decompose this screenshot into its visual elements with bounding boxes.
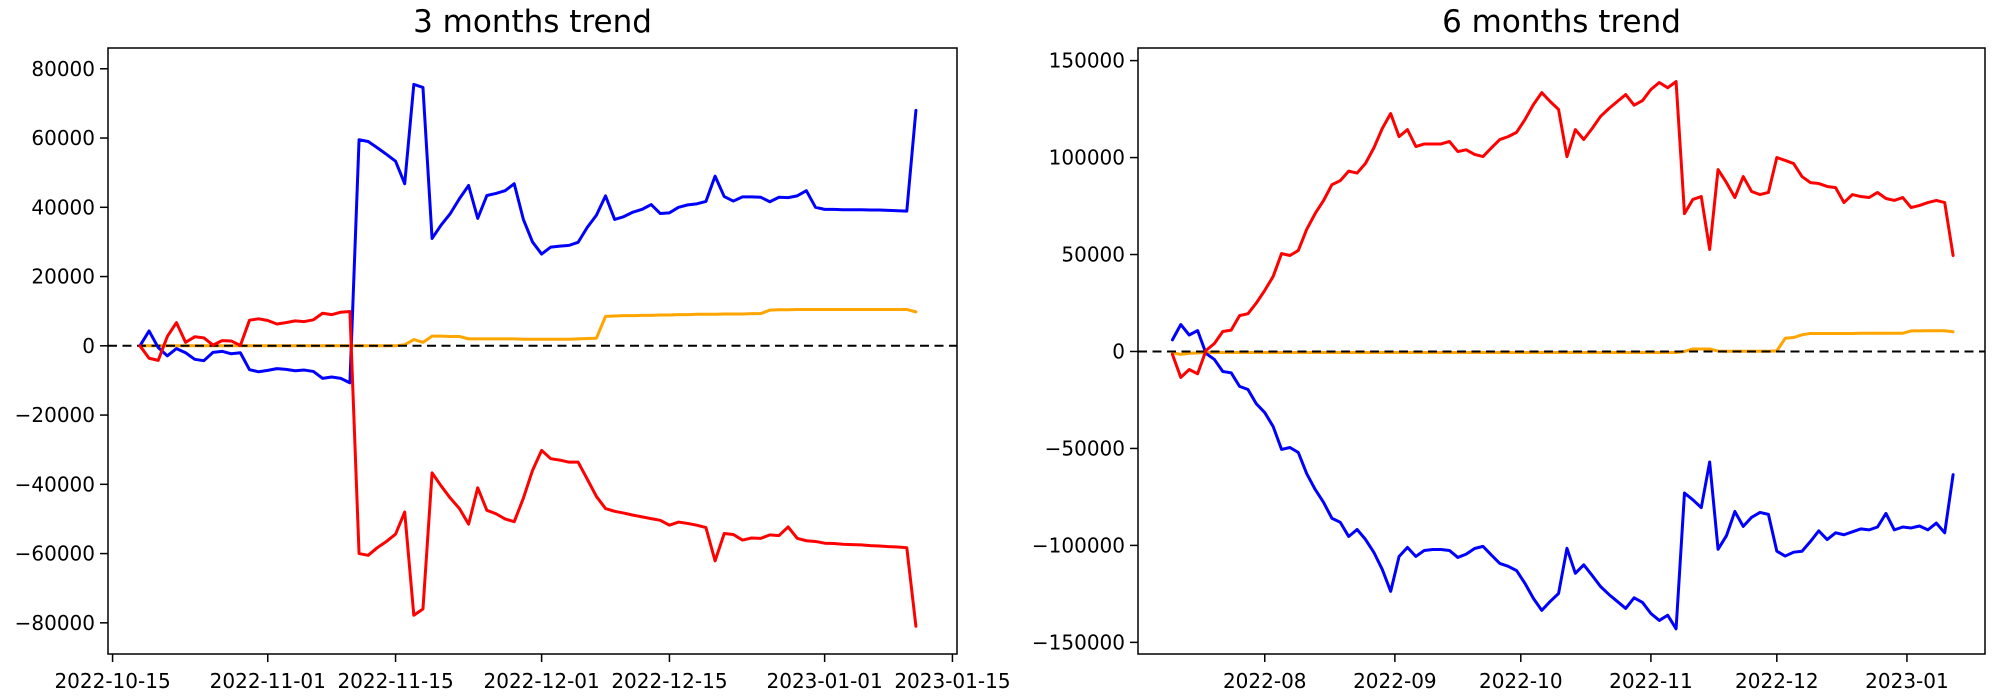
blue-series-line <box>138 82 918 385</box>
x-tick-label: 2022-10-15 <box>54 669 170 693</box>
chart-title-6-months: 6 months trend <box>1442 4 1681 40</box>
3-months-trend-chart: 2022-10-15 2022-11-01 2022-11-15 2022-12-01… <box>15 47 1011 693</box>
y-tick-label: −100000 <box>1032 533 1125 557</box>
x-tick-label: 2022-11 <box>1609 669 1693 693</box>
y-tick-label: −50000 <box>1045 436 1125 460</box>
y-tick-label: −20000 <box>15 403 95 427</box>
x-tick-label: 2022-12-15 <box>611 669 727 693</box>
red-series-line <box>1170 80 1955 379</box>
y-tick-label: −80000 <box>15 611 95 635</box>
x-tick-label: 2022-11-01 <box>210 669 326 693</box>
y-tick-label: 50000 <box>1061 243 1125 267</box>
y-tick-label: 60000 <box>31 126 95 150</box>
y-tick-label: −150000 <box>1032 630 1125 654</box>
y-tick-label: −40000 <box>15 472 95 496</box>
x-tick-label: 2022-12-01 <box>484 669 600 693</box>
red-series-line <box>138 310 918 628</box>
chart-title-3-months: 3 months trend <box>413 4 652 40</box>
x-tick-label: 2023-01-01 <box>767 669 883 693</box>
y-tick-label: 80000 <box>31 57 95 81</box>
y-tick-label: −60000 <box>15 542 95 566</box>
x-tick-label: 2023-01-15 <box>894 669 1010 693</box>
y-tick-label: 0 <box>1112 339 1125 363</box>
x-tick-label: 2022-08 <box>1223 669 1307 693</box>
6-months-trend-chart: 2022-08 2022-09 2022-10 2022-11 2022-12 2023-… <box>1032 47 1986 693</box>
orange-series-line <box>138 307 918 348</box>
x-tick-label: 2022-12 <box>1735 669 1819 693</box>
y-tick-label: 40000 <box>31 195 95 219</box>
x-tick-label: 2022-10 <box>1479 669 1563 693</box>
blue-series-line <box>1170 323 1955 631</box>
y-tick-label: 20000 <box>31 265 95 289</box>
x-tick-label: 2023-01 <box>1865 669 1949 693</box>
y-tick-label: 0 <box>82 334 95 358</box>
x-tick-label: 2022-11-15 <box>337 669 453 693</box>
y-tick-label: 100000 <box>1049 146 1125 170</box>
plot-frame <box>107 47 958 655</box>
x-tick-label: 2022-09 <box>1353 669 1437 693</box>
y-tick-label: 150000 <box>1049 49 1125 73</box>
